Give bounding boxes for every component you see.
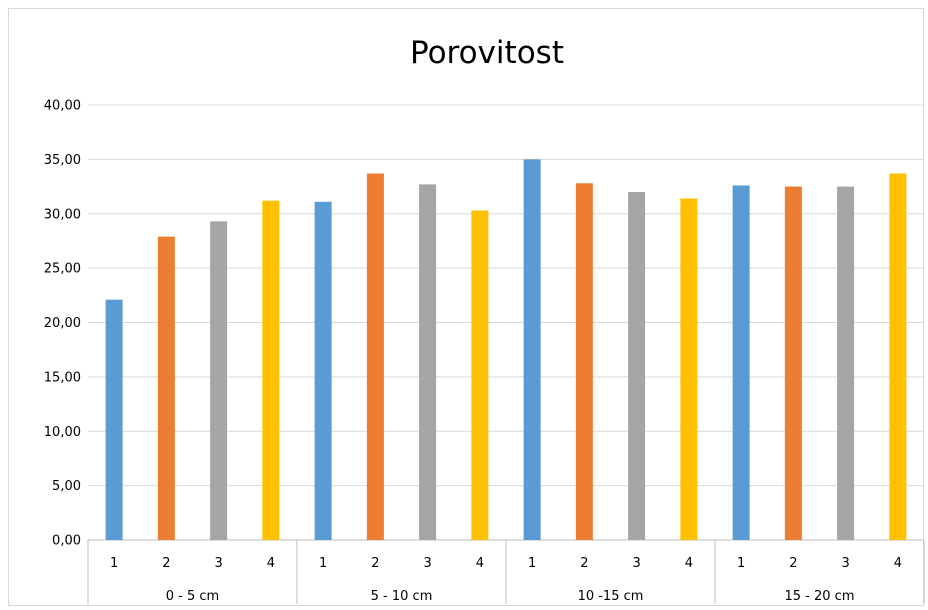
x-tick-label: 4 [476, 556, 484, 571]
x-tick-label: 2 [371, 556, 379, 571]
x-group-label: 0 - 5 cm [166, 589, 219, 604]
bar-4-4 [889, 173, 907, 540]
x-tick-label: 2 [580, 556, 588, 571]
y-tick-label: 40,00 [44, 99, 81, 114]
x-tick-label: 3 [632, 556, 640, 571]
bar-1-2 [157, 236, 175, 540]
x-tick-label: 1 [737, 556, 745, 571]
bars [105, 159, 907, 541]
y-tick-label: 30,00 [44, 207, 81, 222]
y-tick-label: 25,00 [44, 262, 81, 277]
bar-3-1 [523, 159, 541, 540]
x-tick-label: 3 [841, 556, 849, 571]
x-group-label: 10 -15 cm [578, 589, 644, 604]
x-tick-label: 1 [110, 556, 118, 571]
y-tick-label: 5,00 [52, 479, 81, 494]
x-tick-label: 2 [162, 556, 170, 571]
bar-4-2 [784, 186, 802, 540]
bar-3-4 [680, 198, 698, 540]
y-tick-label: 35,00 [44, 153, 81, 168]
x-tick-label: 1 [528, 556, 536, 571]
bar-3-2 [575, 183, 593, 541]
y-tick-label: 10,00 [44, 425, 81, 440]
bar-4-3 [837, 186, 855, 540]
x-tick-label: 3 [214, 556, 222, 571]
x-tick-label: 1 [319, 556, 327, 571]
x-tick-label: 4 [267, 556, 275, 571]
x-tick-label: 4 [685, 556, 693, 571]
bar-2-3 [419, 184, 437, 540]
bar-4-1 [732, 185, 750, 540]
x-tick-label: 4 [894, 556, 902, 571]
x-tick-label: 3 [423, 556, 431, 571]
bar-2-4 [471, 210, 489, 541]
y-tick-label: 15,00 [44, 370, 81, 385]
x-tick-label: 2 [789, 556, 797, 571]
x-axis: 1 2 3 4 0 - 5 cm 1 2 3 4 5 - 10 cm 1 2 3 4 10 -15 cm 1 2… [87, 540, 925, 604]
bar-2-1 [314, 201, 332, 540]
bar-1-1 [105, 299, 123, 540]
y-tick-label: 20,00 [44, 316, 81, 331]
chart-title: Porovitost [410, 35, 564, 71]
y-tick-label: 0,00 [52, 534, 81, 549]
gridlines [88, 104, 924, 541]
x-group-label: 5 - 10 cm [371, 589, 433, 604]
bar-3-3 [628, 192, 646, 540]
x-group-label: 15 - 20 cm [785, 589, 855, 604]
bar-1-3 [210, 221, 228, 541]
bar-2-2 [366, 173, 384, 540]
y-axis-ticks: 0,00 5,00 10,00 15,00 20,00 25,00 30,00 35,00 40… [44, 99, 81, 549]
bar-1-4 [262, 200, 280, 540]
